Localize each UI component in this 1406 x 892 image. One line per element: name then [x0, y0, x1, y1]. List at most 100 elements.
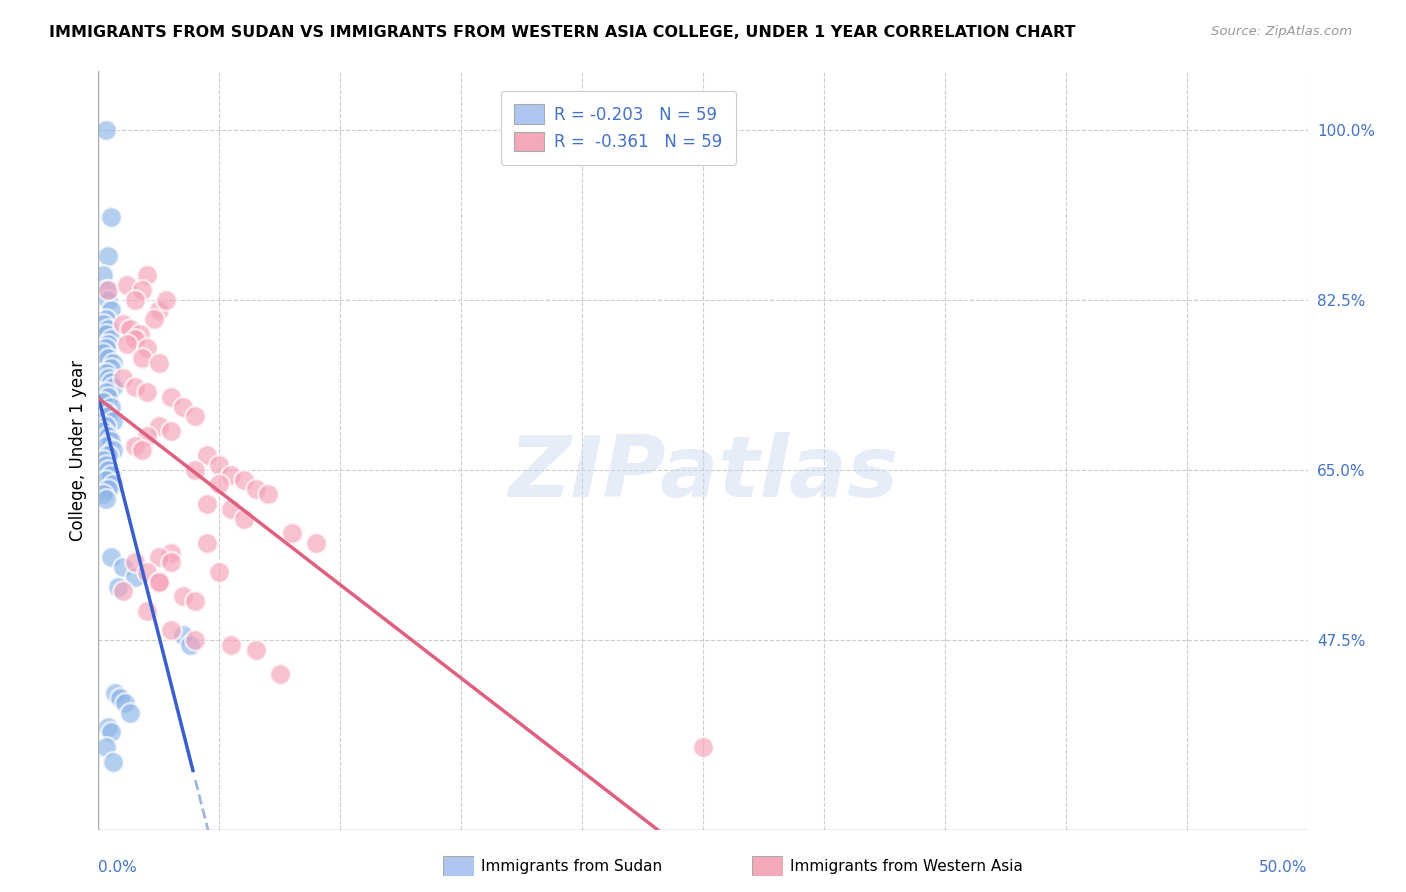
Point [94, 739, 117, 754]
Point [97, 463, 120, 477]
Point [148, 574, 170, 589]
Point [195, 448, 218, 462]
Point [148, 356, 170, 370]
Point [179, 638, 201, 652]
Point [100, 302, 122, 317]
Point [97, 322, 120, 336]
Point [124, 380, 146, 394]
Point [91, 268, 114, 283]
Point [100, 467, 122, 482]
Point [97, 721, 120, 735]
Point [97, 483, 120, 497]
Legend: R = -0.203   N = 59, R =  -0.361   N = 59: R = -0.203 N = 59, R = -0.361 N = 59 [501, 91, 735, 164]
Point [135, 429, 157, 443]
Point [117, 336, 139, 351]
Point [100, 725, 122, 739]
Point [131, 283, 153, 297]
Point [172, 628, 194, 642]
Point [221, 501, 243, 516]
Text: 0.0%: 0.0% [98, 860, 138, 875]
Text: ZIPatlas: ZIPatlas [508, 432, 898, 515]
Point [94, 283, 117, 297]
Point [91, 395, 114, 409]
Point [148, 419, 170, 434]
Point [208, 458, 231, 472]
Point [135, 604, 157, 618]
Point [94, 419, 117, 434]
Point [91, 317, 114, 331]
Point [94, 491, 117, 506]
Point [245, 483, 267, 497]
Point [97, 336, 120, 351]
Text: IMMIGRANTS FROM SUDAN VS IMMIGRANTS FROM WESTERN ASIA COLLEGE, UNDER 1 YEAR CORR: IMMIGRANTS FROM SUDAN VS IMMIGRANTS FROM… [49, 25, 1076, 40]
Point [91, 453, 114, 467]
Point [111, 584, 134, 599]
Point [94, 458, 117, 472]
Point [97, 390, 120, 404]
Point [160, 624, 183, 638]
Point [94, 385, 117, 400]
Point [124, 439, 146, 453]
Point [97, 283, 120, 297]
Point [101, 477, 124, 491]
Point [104, 686, 127, 700]
Point [131, 443, 153, 458]
Point [97, 351, 120, 365]
Point [155, 293, 177, 307]
Point [101, 356, 124, 370]
Point [101, 755, 124, 769]
Point [195, 536, 218, 550]
Point [208, 565, 231, 579]
Point [97, 370, 120, 384]
Point [97, 429, 120, 443]
Point [91, 424, 114, 438]
Point [208, 477, 231, 491]
Point [101, 380, 124, 394]
Point [184, 594, 207, 608]
Point [94, 404, 117, 418]
Point [91, 346, 114, 360]
Point [160, 390, 183, 404]
Point [148, 550, 170, 565]
Point [195, 497, 218, 511]
Point [135, 268, 157, 283]
Point [172, 400, 194, 414]
Point [131, 351, 153, 365]
Point [107, 580, 129, 594]
Point [148, 574, 170, 589]
Point [91, 487, 114, 501]
Point [221, 467, 243, 482]
Point [100, 376, 122, 390]
Point [111, 560, 134, 574]
Point [184, 409, 207, 424]
Point [94, 312, 117, 326]
Point [128, 326, 150, 341]
Point [101, 414, 124, 428]
Point [118, 322, 141, 336]
Point [100, 210, 122, 224]
Point [124, 570, 146, 584]
Point [160, 555, 183, 569]
Y-axis label: College, Under 1 year: College, Under 1 year [69, 359, 87, 541]
Point [232, 511, 254, 525]
Point [124, 332, 146, 346]
Point [256, 487, 278, 501]
Point [135, 385, 157, 400]
Text: Source: ZipAtlas.com: Source: ZipAtlas.com [1212, 25, 1353, 38]
Point [94, 342, 117, 356]
Point [124, 293, 146, 307]
Point [94, 326, 117, 341]
Point [124, 555, 146, 569]
Point [143, 312, 166, 326]
Point [97, 409, 120, 424]
Point [108, 691, 131, 706]
Text: Immigrants from Sudan: Immigrants from Sudan [481, 859, 662, 873]
Point [221, 638, 243, 652]
Point [111, 317, 134, 331]
Point [232, 473, 254, 487]
Point [94, 439, 117, 453]
Point [97, 293, 120, 307]
Point [184, 633, 207, 648]
Point [100, 550, 122, 565]
Point [135, 565, 157, 579]
